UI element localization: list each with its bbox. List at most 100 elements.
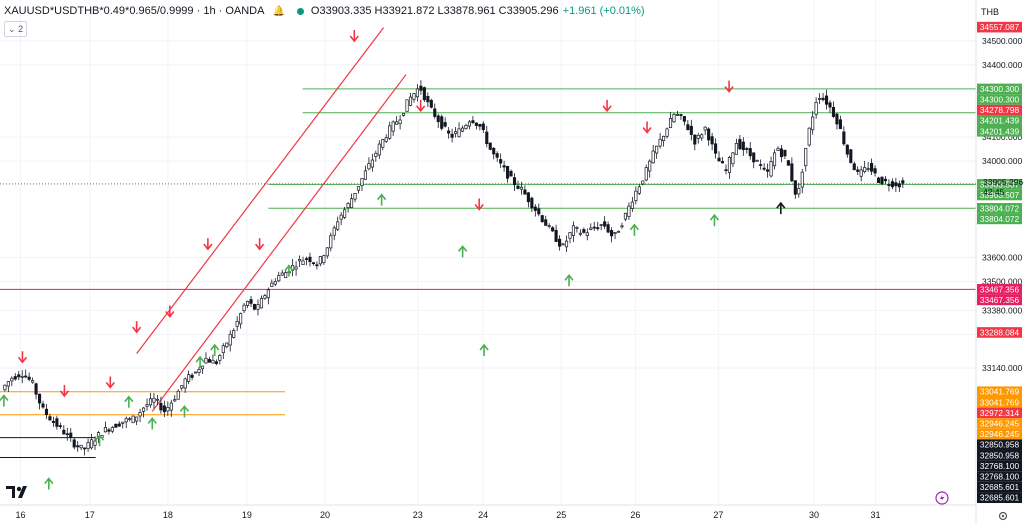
candle-body (408, 96, 413, 106)
indicators-toggle[interactable]: ⌄ 2 (4, 21, 28, 37)
svg-text:32685.601: 32685.601 (980, 493, 1020, 503)
candle-body (738, 139, 742, 150)
candle-body (759, 164, 763, 166)
candle-body (793, 180, 797, 195)
candle-body (377, 143, 381, 156)
grid (0, 0, 976, 505)
magic-icon[interactable] (935, 491, 949, 505)
candle-body (225, 342, 229, 348)
candle-body (159, 402, 163, 411)
alert-icon[interactable]: 🔔 (272, 5, 285, 17)
candle-body (811, 116, 815, 131)
candle-body (693, 134, 697, 145)
candle-body (193, 371, 198, 374)
arrow-up-icon (195, 355, 205, 369)
candle-body (388, 125, 392, 139)
price-tag: 33041.769 (977, 386, 1022, 398)
candle-body (31, 380, 35, 383)
candle-body (318, 256, 322, 265)
arrow-up-icon (709, 213, 720, 227)
candle-body (457, 128, 461, 138)
candle-body (471, 120, 475, 124)
arrow-down-icon (59, 384, 70, 398)
candle-body (117, 423, 121, 427)
candle-body (842, 131, 846, 145)
candle-body (200, 365, 205, 370)
candle-body (585, 232, 589, 236)
candle-body (204, 357, 208, 364)
candle-body (689, 125, 693, 135)
trend-line (136, 27, 385, 355)
svg-text:32972.314: 32972.314 (980, 408, 1020, 418)
candle-body (623, 212, 628, 220)
candle-body (863, 167, 867, 172)
price-tick-label: 34100.000 (982, 132, 1022, 142)
candle-body (734, 143, 738, 155)
candle-body (398, 119, 402, 125)
candle-body (772, 152, 777, 167)
candle-body (599, 224, 603, 226)
candle-body (610, 230, 614, 237)
candle-body (485, 131, 489, 145)
candle-body (232, 330, 236, 338)
candle-body (790, 163, 794, 182)
candle-body (190, 374, 194, 378)
candle-body (346, 203, 350, 209)
candle-body (76, 445, 80, 448)
gear-icon[interactable] (998, 511, 1008, 521)
candle-body (564, 240, 569, 248)
candle-body (835, 113, 839, 125)
symbol-label[interactable]: XAUUSD*USDTHB*0.49*0.965/0.9999 · 1h · O… (4, 5, 265, 17)
candle-body (249, 299, 253, 304)
arrow-down-icon (203, 238, 213, 251)
svg-text:34300.300: 34300.300 (980, 84, 1020, 94)
candle-body (3, 384, 7, 391)
candle-body (478, 124, 482, 127)
price-tag: 33903.507 (977, 179, 1022, 190)
arrow-up-icon (210, 343, 220, 357)
candle-body (814, 102, 818, 115)
price-tag: 33288.084 (977, 327, 1022, 338)
candle-body (859, 169, 863, 177)
candle-body (131, 415, 135, 424)
price-tag: 34201.439 (977, 115, 1022, 127)
candle-body (707, 128, 711, 141)
arrow-up-icon (147, 417, 157, 430)
candle-body (83, 447, 87, 450)
candle-body (714, 143, 718, 154)
candle-body (613, 232, 617, 234)
arrow-up-icon (629, 223, 640, 236)
arrow-up-icon (0, 394, 9, 407)
arrow-down-icon (602, 99, 612, 113)
candle-body (13, 376, 17, 380)
time-tick-label: 23 (413, 510, 423, 520)
candle-body (166, 407, 170, 412)
candle-body (544, 219, 548, 226)
candle-body (474, 122, 478, 126)
candle-body (821, 97, 825, 101)
candle-body (235, 321, 239, 327)
svg-text:34557.087: 34557.087 (980, 22, 1020, 32)
indicator-count: 2 (18, 24, 24, 34)
price-labels: 34557.08734300.30034300.30034278.7983420… (977, 21, 1022, 504)
candle-body (228, 333, 232, 346)
arrow-up-icon (457, 245, 468, 258)
candle-body (433, 108, 437, 117)
chevron-down-icon: ⌄ (8, 23, 16, 34)
candle-body (294, 266, 298, 270)
candle-body (876, 177, 881, 184)
svg-text:33467.356: 33467.356 (980, 295, 1020, 305)
price-tag: 33903.507 (977, 189, 1022, 201)
candle-body (395, 121, 399, 125)
tradingview-logo-icon[interactable] (6, 485, 32, 499)
time-tick-label: 20 (320, 510, 330, 520)
svg-text:33467.356: 33467.356 (980, 284, 1020, 294)
candle-body (107, 429, 111, 432)
candle-body (141, 407, 146, 412)
ohlc-values: O33903.335 H33921.872 L33878.961 C33905.… (310, 5, 559, 17)
price-change: +1.961 (+0.01%) (562, 5, 645, 17)
candle-body (447, 130, 451, 134)
candle-body (575, 227, 579, 229)
chart-legend: XAUUSD*USDTHB*0.49*0.965/0.9999 · 1h · O… (4, 3, 645, 19)
